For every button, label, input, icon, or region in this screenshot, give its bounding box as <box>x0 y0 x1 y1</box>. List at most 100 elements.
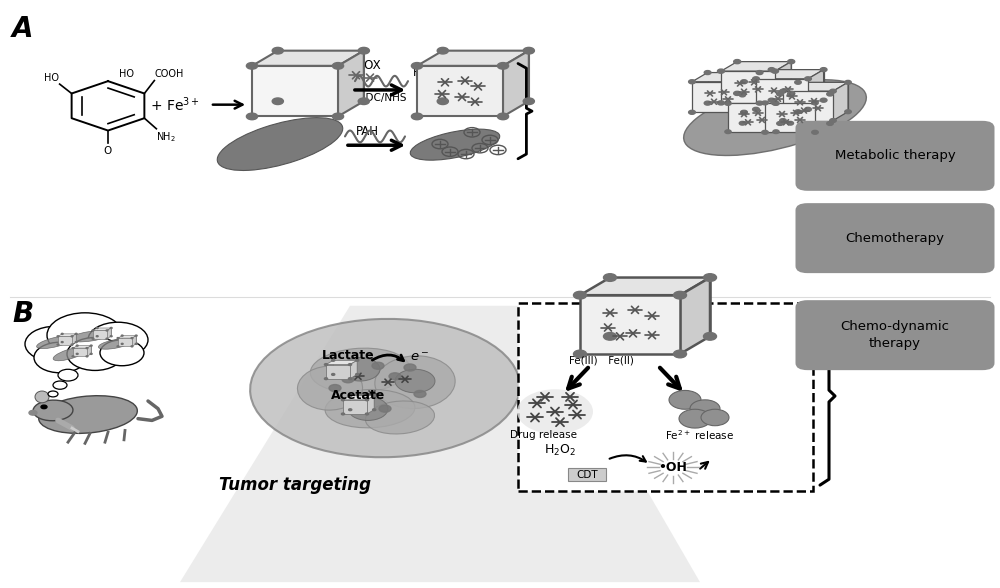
Text: CDT: CDT <box>576 469 598 480</box>
Circle shape <box>604 274 616 282</box>
Polygon shape <box>118 338 132 346</box>
Polygon shape <box>72 334 76 345</box>
Circle shape <box>704 101 711 105</box>
Circle shape <box>88 322 148 358</box>
Circle shape <box>437 48 448 54</box>
Circle shape <box>756 71 763 75</box>
Ellipse shape <box>297 366 363 410</box>
Circle shape <box>131 338 133 339</box>
Circle shape <box>348 363 352 366</box>
Circle shape <box>72 348 74 349</box>
Circle shape <box>349 395 352 396</box>
Circle shape <box>86 356 88 357</box>
Polygon shape <box>350 360 357 379</box>
Polygon shape <box>783 91 833 121</box>
Circle shape <box>780 89 786 93</box>
Polygon shape <box>708 72 760 103</box>
Circle shape <box>75 342 77 343</box>
Circle shape <box>117 346 119 347</box>
Polygon shape <box>503 51 529 116</box>
Polygon shape <box>350 396 374 410</box>
Circle shape <box>365 413 369 415</box>
Circle shape <box>71 336 73 337</box>
Polygon shape <box>326 365 350 379</box>
Circle shape <box>395 369 435 393</box>
Circle shape <box>348 397 388 420</box>
Polygon shape <box>252 66 338 116</box>
Text: HO: HO <box>44 73 59 83</box>
Circle shape <box>795 110 801 113</box>
Circle shape <box>90 345 92 346</box>
Circle shape <box>414 390 426 397</box>
Circle shape <box>246 62 258 69</box>
Text: Fe$^{2+}$ release: Fe$^{2+}$ release <box>665 428 735 442</box>
Text: Chemo-dynamic
therapy: Chemo-dynamic therapy <box>840 320 950 350</box>
Circle shape <box>272 48 283 54</box>
Circle shape <box>717 69 725 74</box>
Circle shape <box>768 68 775 72</box>
Circle shape <box>437 98 448 105</box>
Circle shape <box>135 335 137 336</box>
FancyBboxPatch shape <box>518 303 813 491</box>
Polygon shape <box>338 51 364 116</box>
Circle shape <box>780 119 786 122</box>
Circle shape <box>704 333 717 340</box>
Circle shape <box>795 81 801 84</box>
Polygon shape <box>58 336 72 345</box>
Circle shape <box>734 59 741 64</box>
Circle shape <box>348 377 352 380</box>
Text: DOX: DOX <box>356 59 382 72</box>
Circle shape <box>830 119 836 122</box>
Polygon shape <box>73 348 87 356</box>
Circle shape <box>739 93 746 97</box>
Ellipse shape <box>217 118 343 171</box>
Ellipse shape <box>310 348 410 393</box>
Circle shape <box>741 80 747 83</box>
Text: H$_2$O$_2$: H$_2$O$_2$ <box>544 443 576 458</box>
Circle shape <box>61 333 63 335</box>
Text: Drug release: Drug release <box>510 430 576 440</box>
Ellipse shape <box>365 401 435 434</box>
Circle shape <box>58 369 78 381</box>
Text: $e^-$: $e^-$ <box>410 351 430 364</box>
Circle shape <box>753 77 759 81</box>
Ellipse shape <box>250 319 520 457</box>
Circle shape <box>787 121 794 125</box>
Circle shape <box>131 346 133 347</box>
Circle shape <box>523 98 534 105</box>
Circle shape <box>725 130 731 133</box>
FancyBboxPatch shape <box>796 300 994 370</box>
Circle shape <box>121 335 123 336</box>
Polygon shape <box>772 69 824 100</box>
Circle shape <box>704 274 717 282</box>
Polygon shape <box>343 396 374 400</box>
Circle shape <box>100 340 144 366</box>
Circle shape <box>341 413 345 415</box>
Circle shape <box>76 345 78 346</box>
Circle shape <box>812 101 818 105</box>
Polygon shape <box>728 95 790 103</box>
Circle shape <box>679 409 711 428</box>
Polygon shape <box>97 328 111 336</box>
Polygon shape <box>333 360 357 375</box>
Circle shape <box>717 101 725 105</box>
Circle shape <box>379 405 391 412</box>
Ellipse shape <box>37 336 73 349</box>
Circle shape <box>96 336 98 337</box>
Ellipse shape <box>375 356 455 409</box>
Circle shape <box>674 350 686 358</box>
Polygon shape <box>58 334 76 336</box>
Text: O: O <box>104 146 112 156</box>
Text: PAH: PAH <box>356 125 379 138</box>
Circle shape <box>845 81 851 84</box>
Circle shape <box>574 292 586 299</box>
Circle shape <box>704 71 711 75</box>
Circle shape <box>845 110 851 113</box>
Polygon shape <box>737 62 791 93</box>
Circle shape <box>827 92 833 96</box>
Circle shape <box>110 336 112 337</box>
Circle shape <box>739 121 746 125</box>
Circle shape <box>411 62 423 69</box>
Polygon shape <box>278 51 364 101</box>
Polygon shape <box>73 346 91 348</box>
